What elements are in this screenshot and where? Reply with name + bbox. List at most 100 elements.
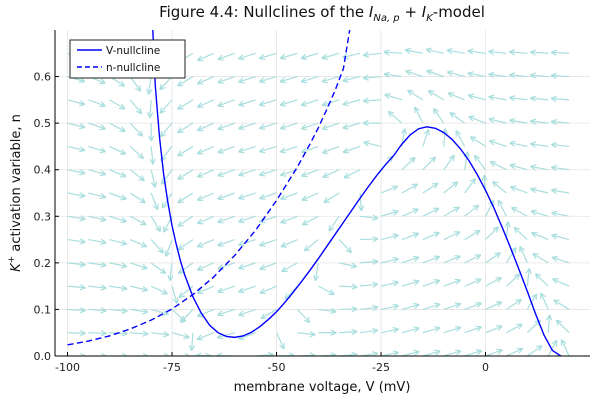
field-arrow: [401, 279, 420, 287]
x-tick-label: -75: [163, 361, 181, 374]
field-arrow: [149, 146, 156, 165]
field-arrow: [109, 262, 128, 269]
field-arrow: [171, 285, 179, 304]
field-arrow: [164, 239, 173, 257]
field-arrow: [401, 156, 416, 171]
field-arrow: [530, 141, 549, 148]
field-arrow: [464, 302, 482, 310]
field-arrow: [485, 277, 502, 287]
field-arrow: [513, 226, 528, 241]
field-arrow: [497, 199, 507, 217]
field-arrow: [360, 304, 379, 311]
field-arrow: [339, 262, 358, 269]
field-arrow: [342, 99, 361, 107]
field-arrow: [258, 122, 277, 130]
field-arrow: [343, 169, 361, 179]
field-arrow: [405, 69, 423, 78]
v-nullcline-line: [152, 30, 562, 356]
field-arrow: [463, 151, 470, 170]
field-arrow: [401, 183, 419, 194]
x-tick-label: 0: [482, 361, 489, 374]
field-arrow: [217, 169, 235, 178]
field-arrow: [540, 292, 549, 310]
field-arrow: [301, 192, 319, 202]
field-arrow: [425, 47, 444, 54]
field-arrow: [238, 239, 256, 247]
field-arrow: [552, 278, 570, 287]
field-arrow: [296, 309, 311, 324]
field-arrow: [404, 47, 423, 54]
field-arrow: [384, 93, 403, 101]
field-arrow: [259, 262, 277, 271]
y-tick-label: 0.1: [34, 303, 52, 316]
field-arrow: [485, 252, 501, 264]
field-arrow: [464, 204, 480, 217]
field-arrow: [67, 122, 86, 130]
field-arrow: [217, 76, 235, 84]
field-arrow: [401, 255, 420, 264]
field-arrow: [342, 122, 361, 130]
field-arrow: [177, 239, 194, 251]
field-arrow: [422, 255, 441, 264]
field-arrow: [474, 154, 486, 171]
field-arrow: [360, 214, 379, 221]
field-arrow: [321, 122, 340, 131]
field-arrow: [280, 192, 298, 201]
field-arrow: [488, 94, 507, 101]
field-arrow: [546, 314, 553, 333]
field-arrow: [506, 273, 521, 287]
field-arrow: [432, 107, 445, 124]
field-arrow: [464, 229, 481, 241]
field-arrow: [506, 298, 522, 310]
field-arrow: [196, 332, 215, 341]
field-arrow: [342, 145, 361, 154]
field-arrow: [150, 192, 159, 211]
field-arrow: [280, 215, 298, 224]
field-arrow: [67, 238, 86, 245]
field-arrow: [148, 123, 155, 142]
field-arrow: [422, 231, 440, 241]
field-arrow: [422, 279, 441, 287]
y-tick-label: 0.0: [34, 350, 52, 363]
field-arrow: [67, 99, 86, 107]
field-arrow: [313, 262, 320, 281]
field-arrow: [258, 145, 277, 154]
field-arrow: [109, 192, 127, 201]
field-arrow: [300, 145, 319, 154]
title-term1-sub: Na, p: [373, 13, 399, 24]
field-arrow: [551, 210, 570, 217]
field-arrow: [177, 215, 194, 227]
n-nullcline-line: [67, 30, 351, 346]
x-tick-label: -25: [372, 361, 390, 374]
field-arrow: [130, 308, 149, 315]
field-arrow: [196, 262, 215, 271]
field-arrow: [443, 325, 462, 334]
field-arrow: [109, 122, 126, 132]
field-arrow: [551, 255, 570, 264]
field-arrow: [150, 262, 167, 275]
field-arrow: [360, 327, 379, 335]
field-arrow: [485, 301, 503, 310]
field-arrow: [146, 76, 153, 95]
field-arrow: [339, 305, 358, 313]
field-arrow: [238, 308, 256, 317]
field-arrow: [509, 72, 528, 79]
field-arrow: [362, 119, 382, 127]
field-arrow: [530, 209, 549, 217]
field-arrow: [188, 332, 196, 351]
field-arrow: [323, 192, 340, 204]
field-arrow: [485, 325, 503, 334]
field-arrow: [357, 192, 365, 212]
axes: [54, 30, 590, 357]
field-arrow: [427, 90, 445, 101]
field-arrow: [321, 52, 340, 60]
field-arrow: [238, 262, 256, 270]
field-arrow: [449, 112, 465, 124]
field-arrow: [109, 284, 128, 292]
field-arrow: [150, 308, 169, 316]
field-arrow: [238, 76, 256, 84]
legend-label-n-nullcline: n-nullcline: [106, 62, 160, 74]
field-arrow: [414, 106, 424, 124]
field-arrow: [258, 52, 277, 61]
